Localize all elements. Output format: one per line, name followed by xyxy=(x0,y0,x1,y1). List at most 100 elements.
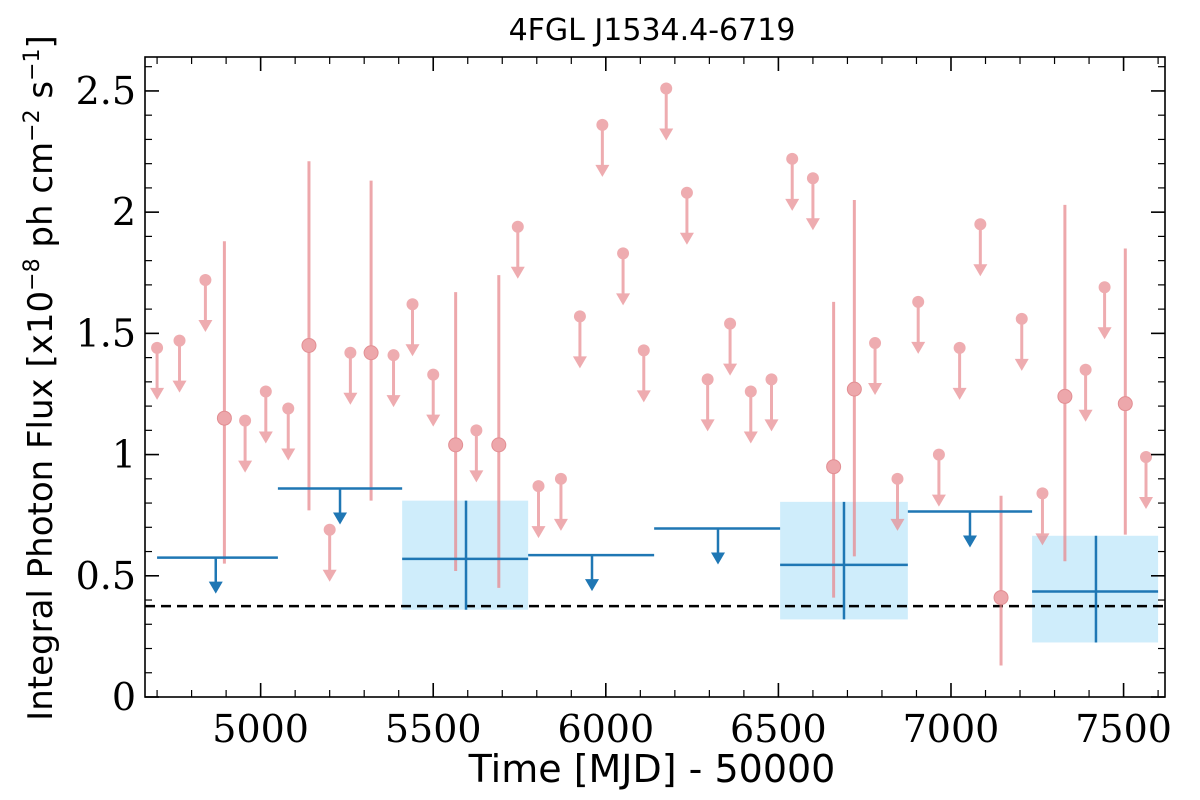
fine-upper-limit-14 xyxy=(553,472,568,531)
plot-frame xyxy=(144,56,1166,698)
fine-upper-limit-marker xyxy=(869,337,882,350)
fine-upper-limit-arrowhead xyxy=(868,383,883,396)
x-tick-label: 6000 xyxy=(557,707,654,751)
fine-upper-limit-marker xyxy=(344,346,357,359)
coarse-upper-limit-arrowhead xyxy=(962,535,977,548)
fine-upper-limit-marker xyxy=(660,82,673,95)
fine-upper-limit-arrowhead xyxy=(322,569,337,582)
fine-upper-limit-marker xyxy=(199,274,212,287)
fine-upper-limit-12 xyxy=(510,220,525,279)
fine-upper-limit-28 xyxy=(890,472,905,531)
fine-upper-limit-arrowhead xyxy=(238,460,253,473)
fine-upper-limit-arrowhead xyxy=(343,392,358,405)
fine-detection-marker xyxy=(216,410,232,426)
fine-upper-limit-marker xyxy=(680,186,693,199)
fine-detection-5 xyxy=(826,301,842,598)
fine-upper-limit-20 xyxy=(679,186,694,245)
fine-detection-6 xyxy=(846,200,862,557)
fine-detection-0 xyxy=(216,241,232,564)
x-tick-label: 7000 xyxy=(903,707,1000,751)
fine-upper-limit-marker xyxy=(1036,487,1049,500)
fine-upper-limit-marker xyxy=(932,448,945,461)
coarse-upper-limit-arrowhead xyxy=(710,552,725,565)
y-axis-title: Integral Photon Flux [x10−8 ph cm−2 s−1] xyxy=(20,35,61,721)
fine-upper-limit-arrowhead xyxy=(1035,533,1050,546)
fine-upper-limit-arrowhead xyxy=(1078,409,1093,422)
fine-upper-limit-marker xyxy=(1079,363,1092,376)
fine-upper-limit-marker xyxy=(1098,281,1111,294)
fine-upper-limit-15 xyxy=(572,310,587,369)
y-tick-label: 0.5 xyxy=(76,554,136,598)
fine-upper-limit-arrowhead xyxy=(973,264,988,277)
fine-detection-3 xyxy=(448,292,464,571)
coarse-upper-limit-1 xyxy=(277,487,403,525)
fine-upper-limit-marker xyxy=(637,344,650,357)
fine-upper-limit-2 xyxy=(198,274,213,333)
fine-upper-limit-arrowhead xyxy=(723,363,738,376)
fine-upper-limit-33 xyxy=(1014,312,1029,371)
fine-upper-limit-marker xyxy=(596,118,609,131)
fine-upper-limit-35 xyxy=(1078,363,1093,422)
fine-upper-limit-arrowhead xyxy=(281,448,296,461)
fine-upper-limit-marker xyxy=(744,385,757,398)
fine-upper-limit-arrowhead xyxy=(595,164,610,177)
fine-upper-limit-marker xyxy=(724,317,737,330)
fine-upper-limit-23 xyxy=(743,385,758,444)
coarse-detection-2 xyxy=(1032,535,1159,643)
axis-ticks xyxy=(145,57,1165,698)
fine-upper-limit-arrowhead xyxy=(890,518,905,531)
fine-upper-limit-arrowhead xyxy=(764,419,779,432)
fine-upper-limit-arrowhead xyxy=(1097,327,1112,340)
fine-upper-limit-arrowhead xyxy=(172,380,187,393)
fine-detection-marker xyxy=(363,345,379,361)
fine-upper-limit-marker xyxy=(532,480,545,493)
fine-detection-4 xyxy=(491,275,507,588)
fine-upper-limit-marker xyxy=(511,220,524,233)
x-tick-label: 5000 xyxy=(212,707,309,751)
fine-upper-limit-marker xyxy=(765,373,778,386)
fine-upper-limit-arrowhead xyxy=(679,232,694,245)
fine-detection-7 xyxy=(993,495,1009,666)
fine-upper-limit-13 xyxy=(531,480,546,539)
fine-upper-limit-marker xyxy=(786,152,799,165)
fine-detection-marker xyxy=(826,459,842,475)
coarse-upper-limit-arrowhead xyxy=(208,581,223,594)
fine-upper-limit-6 xyxy=(322,523,337,582)
coarse-detection-0 xyxy=(402,500,529,610)
fine-upper-limit-26 xyxy=(805,172,820,231)
coarse-upper-limit-4 xyxy=(907,510,1033,548)
fine-upper-limit-arrowhead xyxy=(911,341,926,354)
fine-upper-limit-marker xyxy=(554,472,567,485)
fine-upper-limit-arrowhead xyxy=(805,218,820,231)
fine-upper-limit-27 xyxy=(868,337,883,396)
fine-upper-limit-25 xyxy=(785,152,800,211)
fine-upper-limit-arrowhead xyxy=(386,395,401,408)
fine-upper-limit-arrowhead xyxy=(1014,358,1029,371)
fine-upper-limit-11 xyxy=(469,424,484,483)
fine-detection-marker xyxy=(846,381,862,397)
fine-upper-limit-34 xyxy=(1035,487,1050,546)
fine-upper-limit-31 xyxy=(952,341,967,400)
fine-upper-limit-arrowhead xyxy=(150,387,165,400)
fine-upper-limit-0 xyxy=(150,341,165,400)
fine-upper-limit-marker xyxy=(387,349,400,362)
plot-content xyxy=(145,82,1165,666)
fine-detection-8 xyxy=(1057,204,1073,562)
fine-upper-limit-marker xyxy=(259,385,272,398)
coarse-upper-limit-arrowhead xyxy=(585,579,600,592)
fine-upper-limit-marker xyxy=(573,310,586,323)
fine-detection-9 xyxy=(1117,248,1133,535)
fine-upper-limit-arrowhead xyxy=(952,387,967,400)
fine-upper-limit-arrowhead xyxy=(659,128,674,141)
coarse-upper-limit-2 xyxy=(528,553,655,592)
fine-upper-limit-arrowhead xyxy=(405,344,420,357)
fine-upper-limit-18 xyxy=(636,344,651,403)
fine-upper-limit-arrowhead xyxy=(636,390,651,403)
fine-upper-limit-marker xyxy=(912,295,925,308)
fine-upper-limit-marker xyxy=(323,523,336,536)
fine-upper-limit-36 xyxy=(1097,281,1112,340)
y-tick-label: 1 xyxy=(112,433,136,477)
fine-detection-marker xyxy=(301,337,317,353)
y-tick-label: 2 xyxy=(112,190,136,234)
fine-upper-limit-arrowhead xyxy=(931,494,946,507)
